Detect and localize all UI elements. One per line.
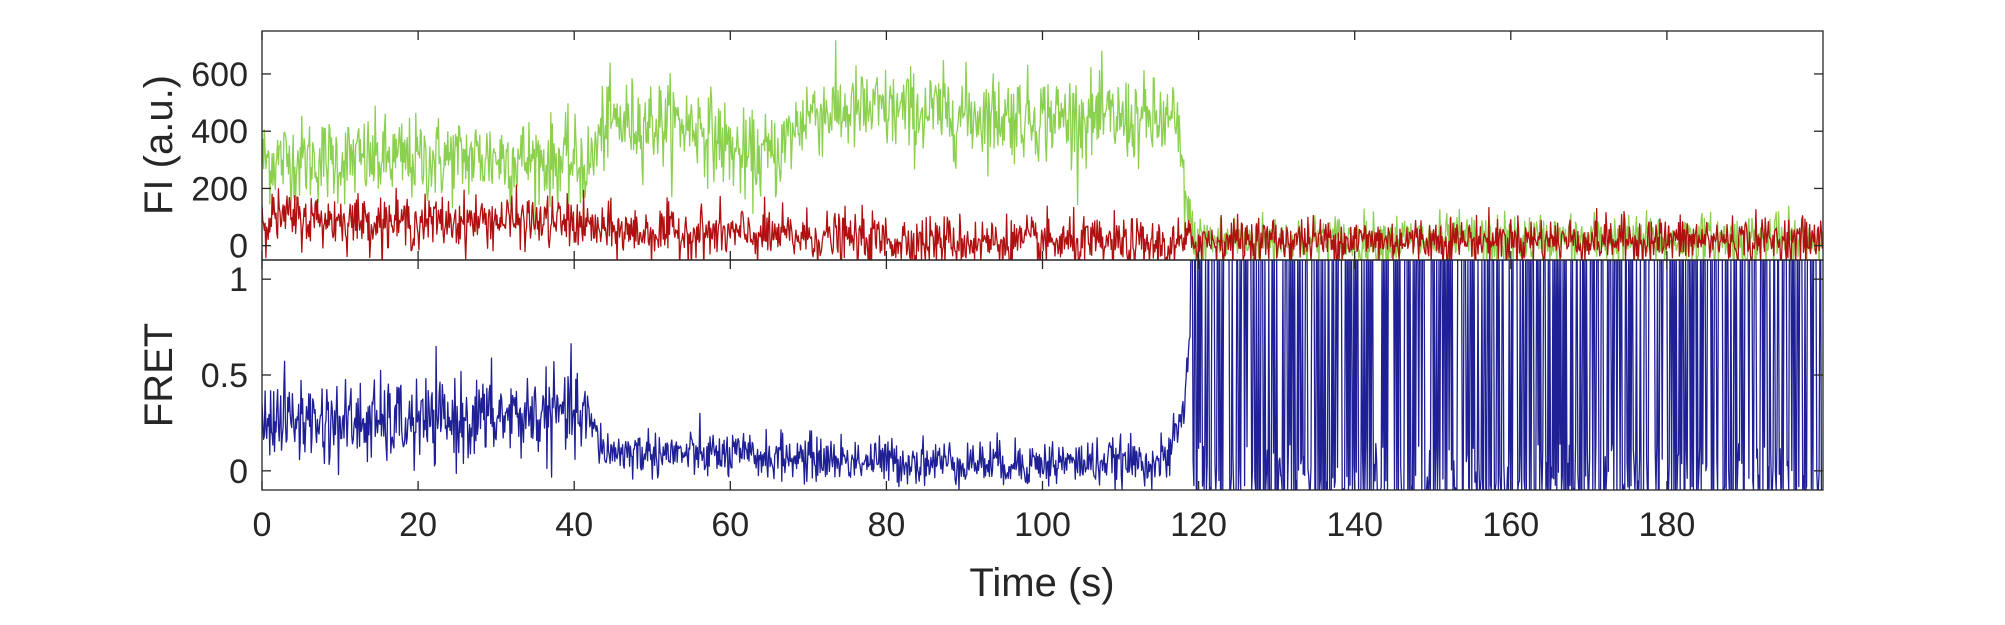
intensity-y-tick-label: 400 (191, 113, 248, 151)
fret-panel: 0 20 40 60 80 100 120 140 160 180 0 0.5 1 FRET (137, 259, 1824, 544)
x-tick-label: 120 (1170, 506, 1227, 544)
intensity-panel: 0 200 400 600 FI (a.u.) (137, 30, 1824, 266)
intensity-traces (262, 40, 1823, 260)
x-tick-label: 100 (1014, 506, 1071, 544)
x-axis-label: Time (s) (969, 561, 1114, 605)
acceptor-green-trace (262, 40, 1823, 260)
x-tick-label: 40 (555, 506, 593, 544)
x-tick-label: 0 (253, 506, 272, 544)
intensity-y-tick-label: 600 (191, 56, 248, 94)
fret-y-tick-label: 1 (229, 261, 248, 299)
intensity-ticks: 0 200 400 600 (191, 31, 1823, 266)
x-tick-label: 160 (1482, 506, 1539, 544)
fret-axes-frame (261, 259, 1824, 491)
intensity-y-tick-label: 200 (191, 170, 248, 208)
fret-y-tick-label: 0 (229, 453, 248, 491)
x-tick-label: 140 (1326, 506, 1383, 544)
x-tick-label: 80 (867, 506, 905, 544)
fret-traces (262, 260, 1823, 490)
donor-red-trace (262, 184, 1823, 260)
x-tick-label: 60 (711, 506, 749, 544)
x-tick-label: 180 (1639, 506, 1696, 544)
intensity-y-axis-label: FI (a.u.) (137, 75, 181, 215)
fret-ticks: 0 20 40 60 80 100 120 140 160 180 0 0.5 1 (201, 260, 1823, 544)
fret-y-tick-label: 0.5 (201, 357, 248, 395)
fret-efficiency-trace (262, 260, 1823, 490)
fret-y-axis-label: FRET (137, 323, 181, 427)
x-tick-label: 20 (399, 506, 437, 544)
intensity-y-tick-label: 0 (229, 228, 248, 266)
